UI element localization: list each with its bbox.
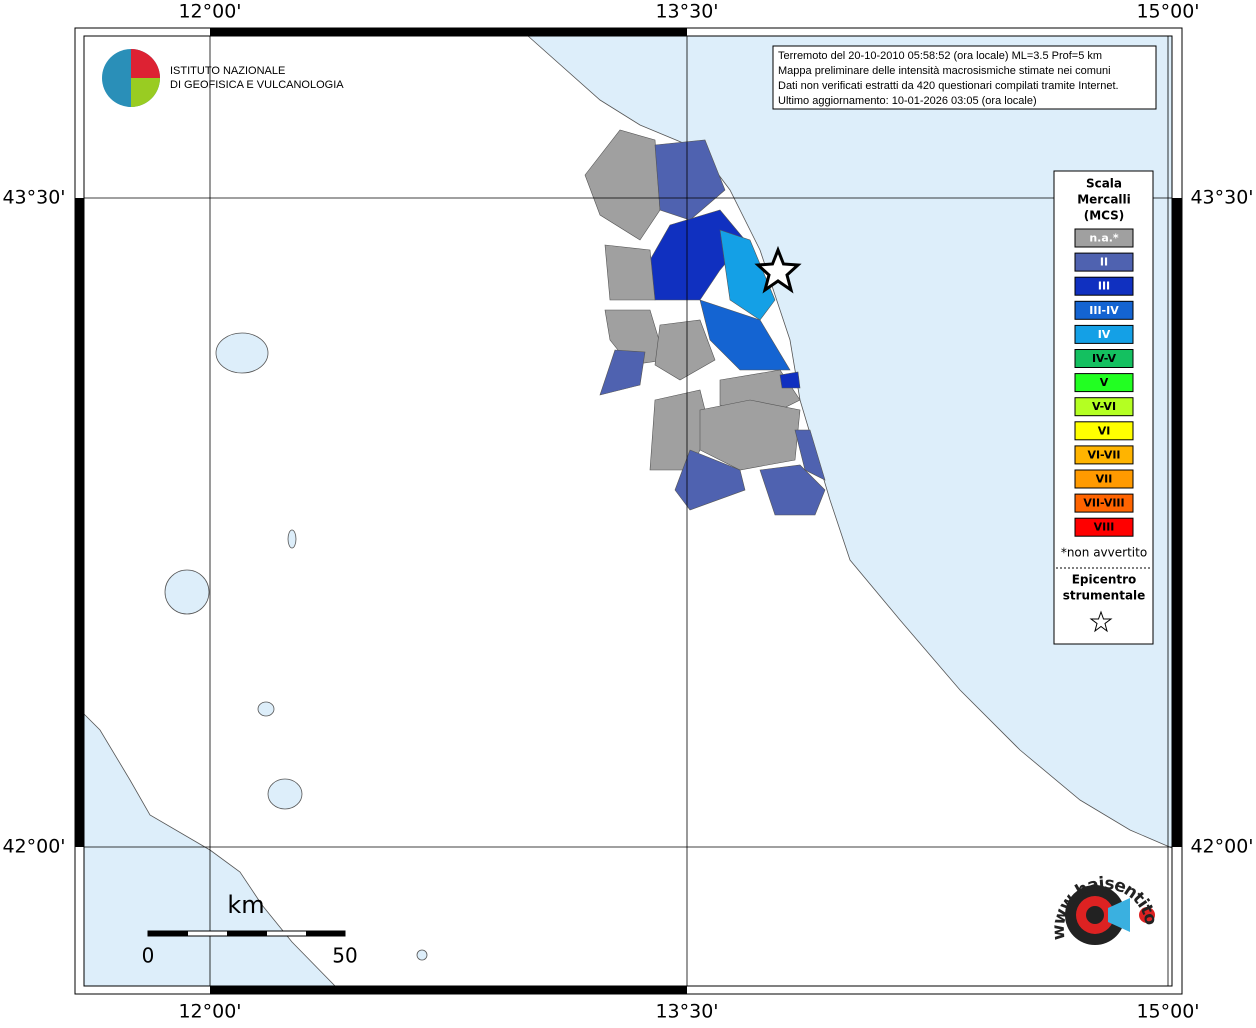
lon-label: 12°00' [178, 1001, 241, 1023]
legend-swatch [1074, 445, 1134, 465]
lat-label: 42°00' [2, 836, 65, 858]
lat-label: 43°30' [2, 187, 65, 209]
info-line: Mappa preliminare delle intensità macros… [778, 65, 1111, 77]
logo-text: ISTITUTO NAZIONALE [170, 65, 285, 77]
legend-note: *non avvertito [1061, 546, 1147, 560]
info-box: Terremoto del 20-10-2010 05:58:52 (ora l… [772, 45, 1157, 110]
epicenter-label: strumentale [1063, 589, 1146, 603]
legend-swatch [1074, 300, 1134, 320]
frame [74, 27, 1183, 995]
legend-title: Mercalli [1077, 193, 1131, 207]
communes [584, 129, 826, 516]
legend-swatch [1074, 517, 1134, 537]
legend-swatch [1074, 469, 1134, 489]
lat-label: 43°30' [1190, 187, 1253, 209]
legend-label: VIII [1094, 521, 1115, 534]
info-line: Terremoto del 20-10-2010 05:58:52 (ora l… [778, 50, 1102, 62]
legend-label: II [1100, 256, 1108, 269]
info-line: Dati non verificati estratti da 420 ques… [778, 80, 1119, 92]
legend-swatch [1074, 228, 1134, 248]
lon-label: 13°30' [655, 1001, 718, 1023]
legend-label: n.a.* [1089, 232, 1119, 245]
lon-label: 15°00' [1136, 1, 1199, 23]
lakes [164, 332, 428, 961]
legend-swatch [1074, 276, 1134, 296]
legend-label: V-VI [1092, 400, 1116, 413]
lat-label: 42°00' [1190, 836, 1253, 858]
lon-label: 15°00' [1136, 1001, 1199, 1023]
legend-title: (MCS) [1084, 209, 1125, 223]
lon-label: 13°30' [655, 1, 718, 23]
legend-swatch [1074, 373, 1134, 393]
info-line: Ultimo aggiornamento: 10-01-2026 03:05 (… [778, 95, 1037, 107]
scale-tick: 0 [142, 944, 155, 968]
graticule [84, 36, 1172, 986]
legend: Scala Mercalli (MCS) Epicentro strumenta… [1053, 170, 1154, 645]
legend-swatch [1074, 349, 1134, 368]
ingv-logo: ISTITUTO NAZIONALE DI GEOFISICA E VULCAN… [102, 49, 344, 107]
logo-text: DI GEOFISICA E VULCANOLOGIA [170, 79, 344, 91]
scale-bar: km 0 50 [142, 891, 358, 968]
scale-unit: km [227, 891, 264, 919]
legend-label: VI [1098, 424, 1111, 437]
legend-label: IV [1098, 328, 1111, 341]
legend-label: VII [1096, 473, 1113, 486]
legend-label: IV-V [1092, 352, 1117, 365]
legend-swatch [1074, 397, 1134, 417]
epicenter-star [754, 245, 802, 294]
legend-label: VI-VII [1087, 448, 1120, 461]
legend-label: III-IV [1089, 304, 1119, 317]
legend-label: III [1098, 280, 1110, 293]
lon-label: 12°00' [178, 1, 241, 23]
legend-label: VII-VIII [1083, 497, 1124, 510]
legend-label: V [1100, 376, 1109, 389]
scale-tick: 50 [332, 944, 357, 968]
legend-swatch [1074, 324, 1134, 344]
legend-swatch [1074, 421, 1134, 441]
legend-title: Scala [1086, 177, 1122, 191]
legend-swatch [1074, 252, 1134, 272]
legend-swatch [1074, 493, 1134, 513]
epicenter-label: Epicentro [1072, 573, 1137, 587]
